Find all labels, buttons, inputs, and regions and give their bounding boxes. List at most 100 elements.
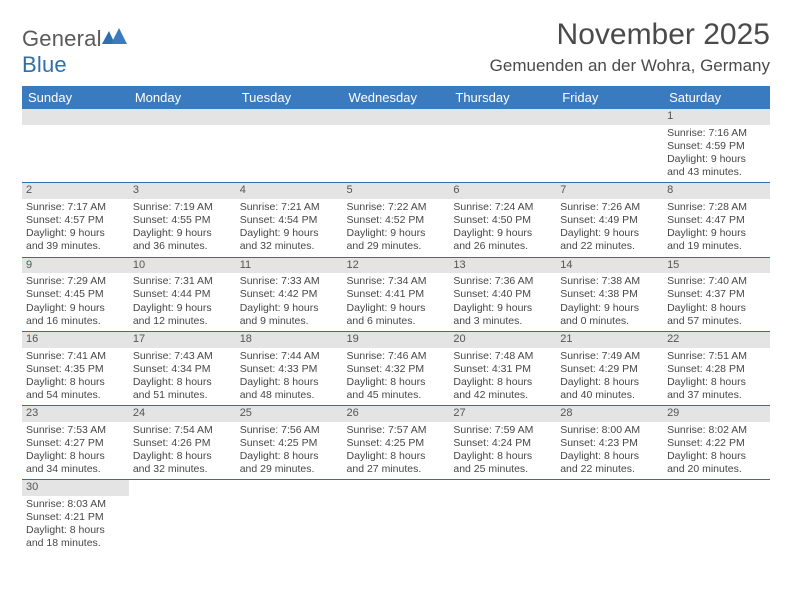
calendar-day: 29Sunrise: 8:02 AMSunset: 4:22 PMDayligh… [663,406,770,480]
daylight-text: Daylight: 9 hours and 22 minutes. [560,227,659,253]
sunrise-text: Sunrise: 7:21 AM [240,201,339,214]
sunrise-text: Sunrise: 8:00 AM [560,424,659,437]
sunrise-text: Sunrise: 7:43 AM [133,350,232,363]
daylight-text: Daylight: 8 hours and 54 minutes. [26,376,125,402]
weekday-row: SundayMondayTuesdayWednesdayThursdayFrid… [22,86,770,109]
sunrise-text: Sunrise: 7:28 AM [667,201,766,214]
calendar-week: 30Sunrise: 8:03 AMSunset: 4:21 PMDayligh… [22,480,770,554]
sunset-text: Sunset: 4:50 PM [453,214,552,227]
sunset-text: Sunset: 4:23 PM [560,437,659,450]
calendar-day: 9Sunrise: 7:29 AMSunset: 4:45 PMDaylight… [22,257,129,331]
daylight-text: Daylight: 9 hours and 29 minutes. [347,227,446,253]
day-number: 6 [449,183,556,199]
daylight-text: Daylight: 9 hours and 32 minutes. [240,227,339,253]
empty-day-bar [236,109,343,125]
sunset-text: Sunset: 4:24 PM [453,437,552,450]
title-block: November 2025 Gemuenden an der Wohra, Ge… [490,18,770,76]
calendar-day: 30Sunrise: 8:03 AMSunset: 4:21 PMDayligh… [22,480,129,554]
sunrise-text: Sunrise: 7:46 AM [347,350,446,363]
sunrise-text: Sunrise: 7:22 AM [347,201,446,214]
day-content: Sunrise: 7:46 AMSunset: 4:32 PMDaylight:… [343,348,450,406]
sunset-text: Sunset: 4:45 PM [26,288,125,301]
daylight-text: Daylight: 8 hours and 34 minutes. [26,450,125,476]
weekday-header: Friday [556,86,663,109]
daylight-text: Daylight: 8 hours and 22 minutes. [560,450,659,476]
daylight-text: Daylight: 8 hours and 42 minutes. [453,376,552,402]
sunrise-text: Sunrise: 8:02 AM [667,424,766,437]
sunrise-text: Sunrise: 7:16 AM [667,127,766,140]
calendar-day: 14Sunrise: 7:38 AMSunset: 4:38 PMDayligh… [556,257,663,331]
daylight-text: Daylight: 9 hours and 6 minutes. [347,302,446,328]
sunrise-text: Sunrise: 7:33 AM [240,275,339,288]
sunrise-text: Sunrise: 7:53 AM [26,424,125,437]
day-content: Sunrise: 7:44 AMSunset: 4:33 PMDaylight:… [236,348,343,406]
sunrise-text: Sunrise: 7:56 AM [240,424,339,437]
calendar-day: 17Sunrise: 7:43 AMSunset: 4:34 PMDayligh… [129,331,236,405]
flag-icon [102,28,128,46]
day-number: 4 [236,183,343,199]
calendar-day: 3Sunrise: 7:19 AMSunset: 4:55 PMDaylight… [129,183,236,257]
sunset-text: Sunset: 4:38 PM [560,288,659,301]
sunset-text: Sunset: 4:32 PM [347,363,446,376]
day-number: 2 [22,183,129,199]
day-content: Sunrise: 7:41 AMSunset: 4:35 PMDaylight:… [22,348,129,406]
daylight-text: Daylight: 8 hours and 18 minutes. [26,524,125,550]
calendar-day-empty [236,109,343,183]
calendar-day: 20Sunrise: 7:48 AMSunset: 4:31 PMDayligh… [449,331,556,405]
day-number: 28 [556,406,663,422]
sunset-text: Sunset: 4:28 PM [667,363,766,376]
calendar-week: 2Sunrise: 7:17 AMSunset: 4:57 PMDaylight… [22,183,770,257]
sunset-text: Sunset: 4:42 PM [240,288,339,301]
day-content: Sunrise: 7:48 AMSunset: 4:31 PMDaylight:… [449,348,556,406]
sunrise-text: Sunrise: 7:40 AM [667,275,766,288]
day-content: Sunrise: 7:51 AMSunset: 4:28 PMDaylight:… [663,348,770,406]
calendar-day: 27Sunrise: 7:59 AMSunset: 4:24 PMDayligh… [449,406,556,480]
day-content: Sunrise: 7:40 AMSunset: 4:37 PMDaylight:… [663,273,770,331]
day-number: 11 [236,258,343,274]
daylight-text: Daylight: 8 hours and 32 minutes. [133,450,232,476]
sunrise-text: Sunrise: 7:48 AM [453,350,552,363]
weekday-header: Saturday [663,86,770,109]
daylight-text: Daylight: 8 hours and 45 minutes. [347,376,446,402]
daylight-text: Daylight: 9 hours and 16 minutes. [26,302,125,328]
calendar-day-empty [556,109,663,183]
calendar-day: 23Sunrise: 7:53 AMSunset: 4:27 PMDayligh… [22,406,129,480]
sunset-text: Sunset: 4:41 PM [347,288,446,301]
sunrise-text: Sunrise: 7:34 AM [347,275,446,288]
empty-day-bar [129,109,236,125]
calendar-day: 28 Sunrise: 8:00 AMSunset: 4:23 PMDayligh… [556,406,663,480]
day-number: 17 [129,332,236,348]
daylight-text: Daylight: 9 hours and 12 minutes. [133,302,232,328]
sunset-text: Sunset: 4:52 PM [347,214,446,227]
calendar-day-empty [22,109,129,183]
day-content: Sunrise: 8:02 AMSunset: 4:22 PMDaylight:… [663,422,770,480]
empty-day-bar [556,109,663,125]
sunset-text: Sunset: 4:21 PM [26,511,125,524]
logo: GeneralBlue [22,18,128,78]
sunrise-text: Sunrise: 7:57 AM [347,424,446,437]
sunset-text: Sunset: 4:31 PM [453,363,552,376]
month-title: November 2025 [490,18,770,52]
sunrise-text: Sunrise: 7:51 AM [667,350,766,363]
day-number: 10 [129,258,236,274]
day-number: 15 [663,258,770,274]
calendar-day: 13Sunrise: 7:36 AMSunset: 4:40 PMDayligh… [449,257,556,331]
daylight-text: Daylight: 8 hours and 40 minutes. [560,376,659,402]
calendar-day-empty [556,480,663,554]
day-number: 27 [449,406,556,422]
sunrise-text: Sunrise: 7:54 AM [133,424,232,437]
day-number: 9 [22,258,129,274]
calendar-day-empty [236,480,343,554]
calendar-day-empty [129,109,236,183]
day-content: Sunrise: 7:57 AMSunset: 4:25 PMDaylight:… [343,422,450,480]
logo-text: GeneralBlue [22,26,128,78]
header: GeneralBlue November 2025 Gemuenden an d… [22,18,770,78]
day-number: 24 [129,406,236,422]
weekday-header: Wednesday [343,86,450,109]
sunset-text: Sunset: 4:49 PM [560,214,659,227]
day-number: 30 [22,480,129,496]
calendar-day: 16Sunrise: 7:41 AMSunset: 4:35 PMDayligh… [22,331,129,405]
calendar-week: 9Sunrise: 7:29 AMSunset: 4:45 PMDaylight… [22,257,770,331]
logo-word-1: General [22,26,102,51]
sunrise-text: Sunrise: 7:38 AM [560,275,659,288]
